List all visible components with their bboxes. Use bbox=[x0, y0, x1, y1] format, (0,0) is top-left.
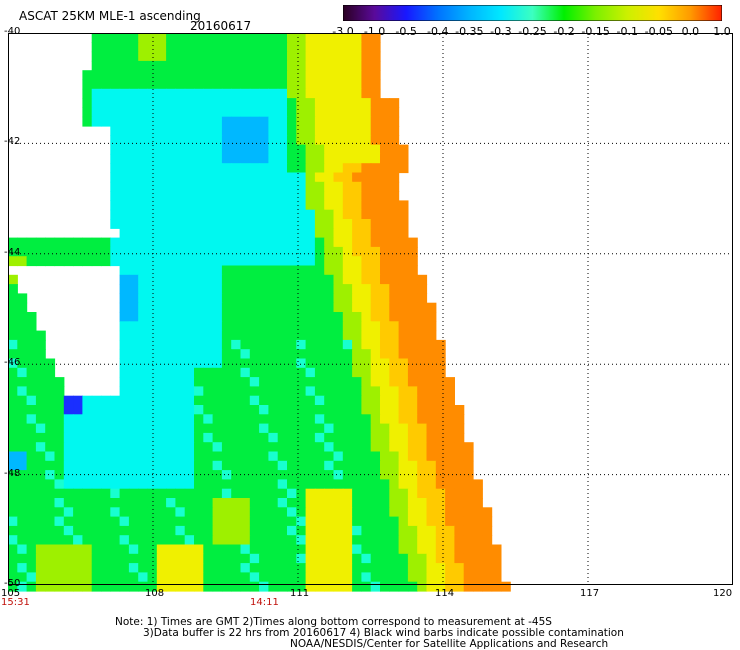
note-line-1: Note: 1) Times are GMT 2)Times along bot… bbox=[115, 616, 552, 628]
time-label-start: 15:31 bbox=[1, 597, 30, 608]
latitude-label: -46 bbox=[4, 357, 21, 369]
colorbar-gradient bbox=[343, 5, 722, 21]
plot-frame bbox=[8, 33, 733, 585]
colorbar-tick-label: -0.25 bbox=[518, 25, 547, 38]
longitude-label: 114 bbox=[435, 588, 455, 599]
colorbar-tick-label: -0.05 bbox=[644, 25, 674, 38]
map-date: 20160617 bbox=[190, 19, 252, 33]
longitude-label: 105 bbox=[1, 588, 21, 599]
time-label-mid: 14:11 bbox=[250, 597, 279, 608]
scatterometer-map bbox=[8, 33, 733, 592]
note-line-3: NOAA/NESDIS/Center for Satellite Applica… bbox=[290, 638, 609, 650]
latitude-label: -50 bbox=[4, 578, 21, 589]
colorbar-tick-label: -0.5 bbox=[395, 25, 417, 38]
latitude-label: -40 bbox=[4, 26, 21, 37]
longitude-label: 111 bbox=[290, 588, 310, 599]
colorbar bbox=[343, 5, 722, 21]
gridlines bbox=[8, 33, 733, 585]
colorbar-tick-label: -0.15 bbox=[581, 25, 610, 38]
colorbar-tick-label: -0.3 bbox=[490, 25, 512, 38]
longitude-label: 117 bbox=[580, 588, 600, 599]
latitude-label: -48 bbox=[4, 467, 21, 479]
longitude-label: 120 bbox=[713, 588, 733, 599]
latitude-label: -44 bbox=[4, 246, 21, 258]
latitude-label: -42 bbox=[4, 136, 21, 148]
colorbar-tick-label: -0.1 bbox=[616, 25, 638, 38]
map-title: ASCAT 25KM MLE-1 ascending bbox=[19, 9, 201, 23]
colorbar-tick-label: -0.4 bbox=[427, 25, 449, 38]
longitude-label: 108 bbox=[145, 588, 165, 599]
note-line-2: 3)Data buffer is 22 hrs from 20160617 4)… bbox=[143, 627, 624, 639]
colorbar-tick-label: 0.0 bbox=[681, 25, 700, 38]
colorbar-tick-label: 1.0 bbox=[713, 25, 731, 38]
data-pixel-layer bbox=[8, 33, 511, 592]
colorbar-tick-label: -0.35 bbox=[455, 25, 484, 38]
colorbar-tick-label: -0.2 bbox=[553, 25, 575, 38]
